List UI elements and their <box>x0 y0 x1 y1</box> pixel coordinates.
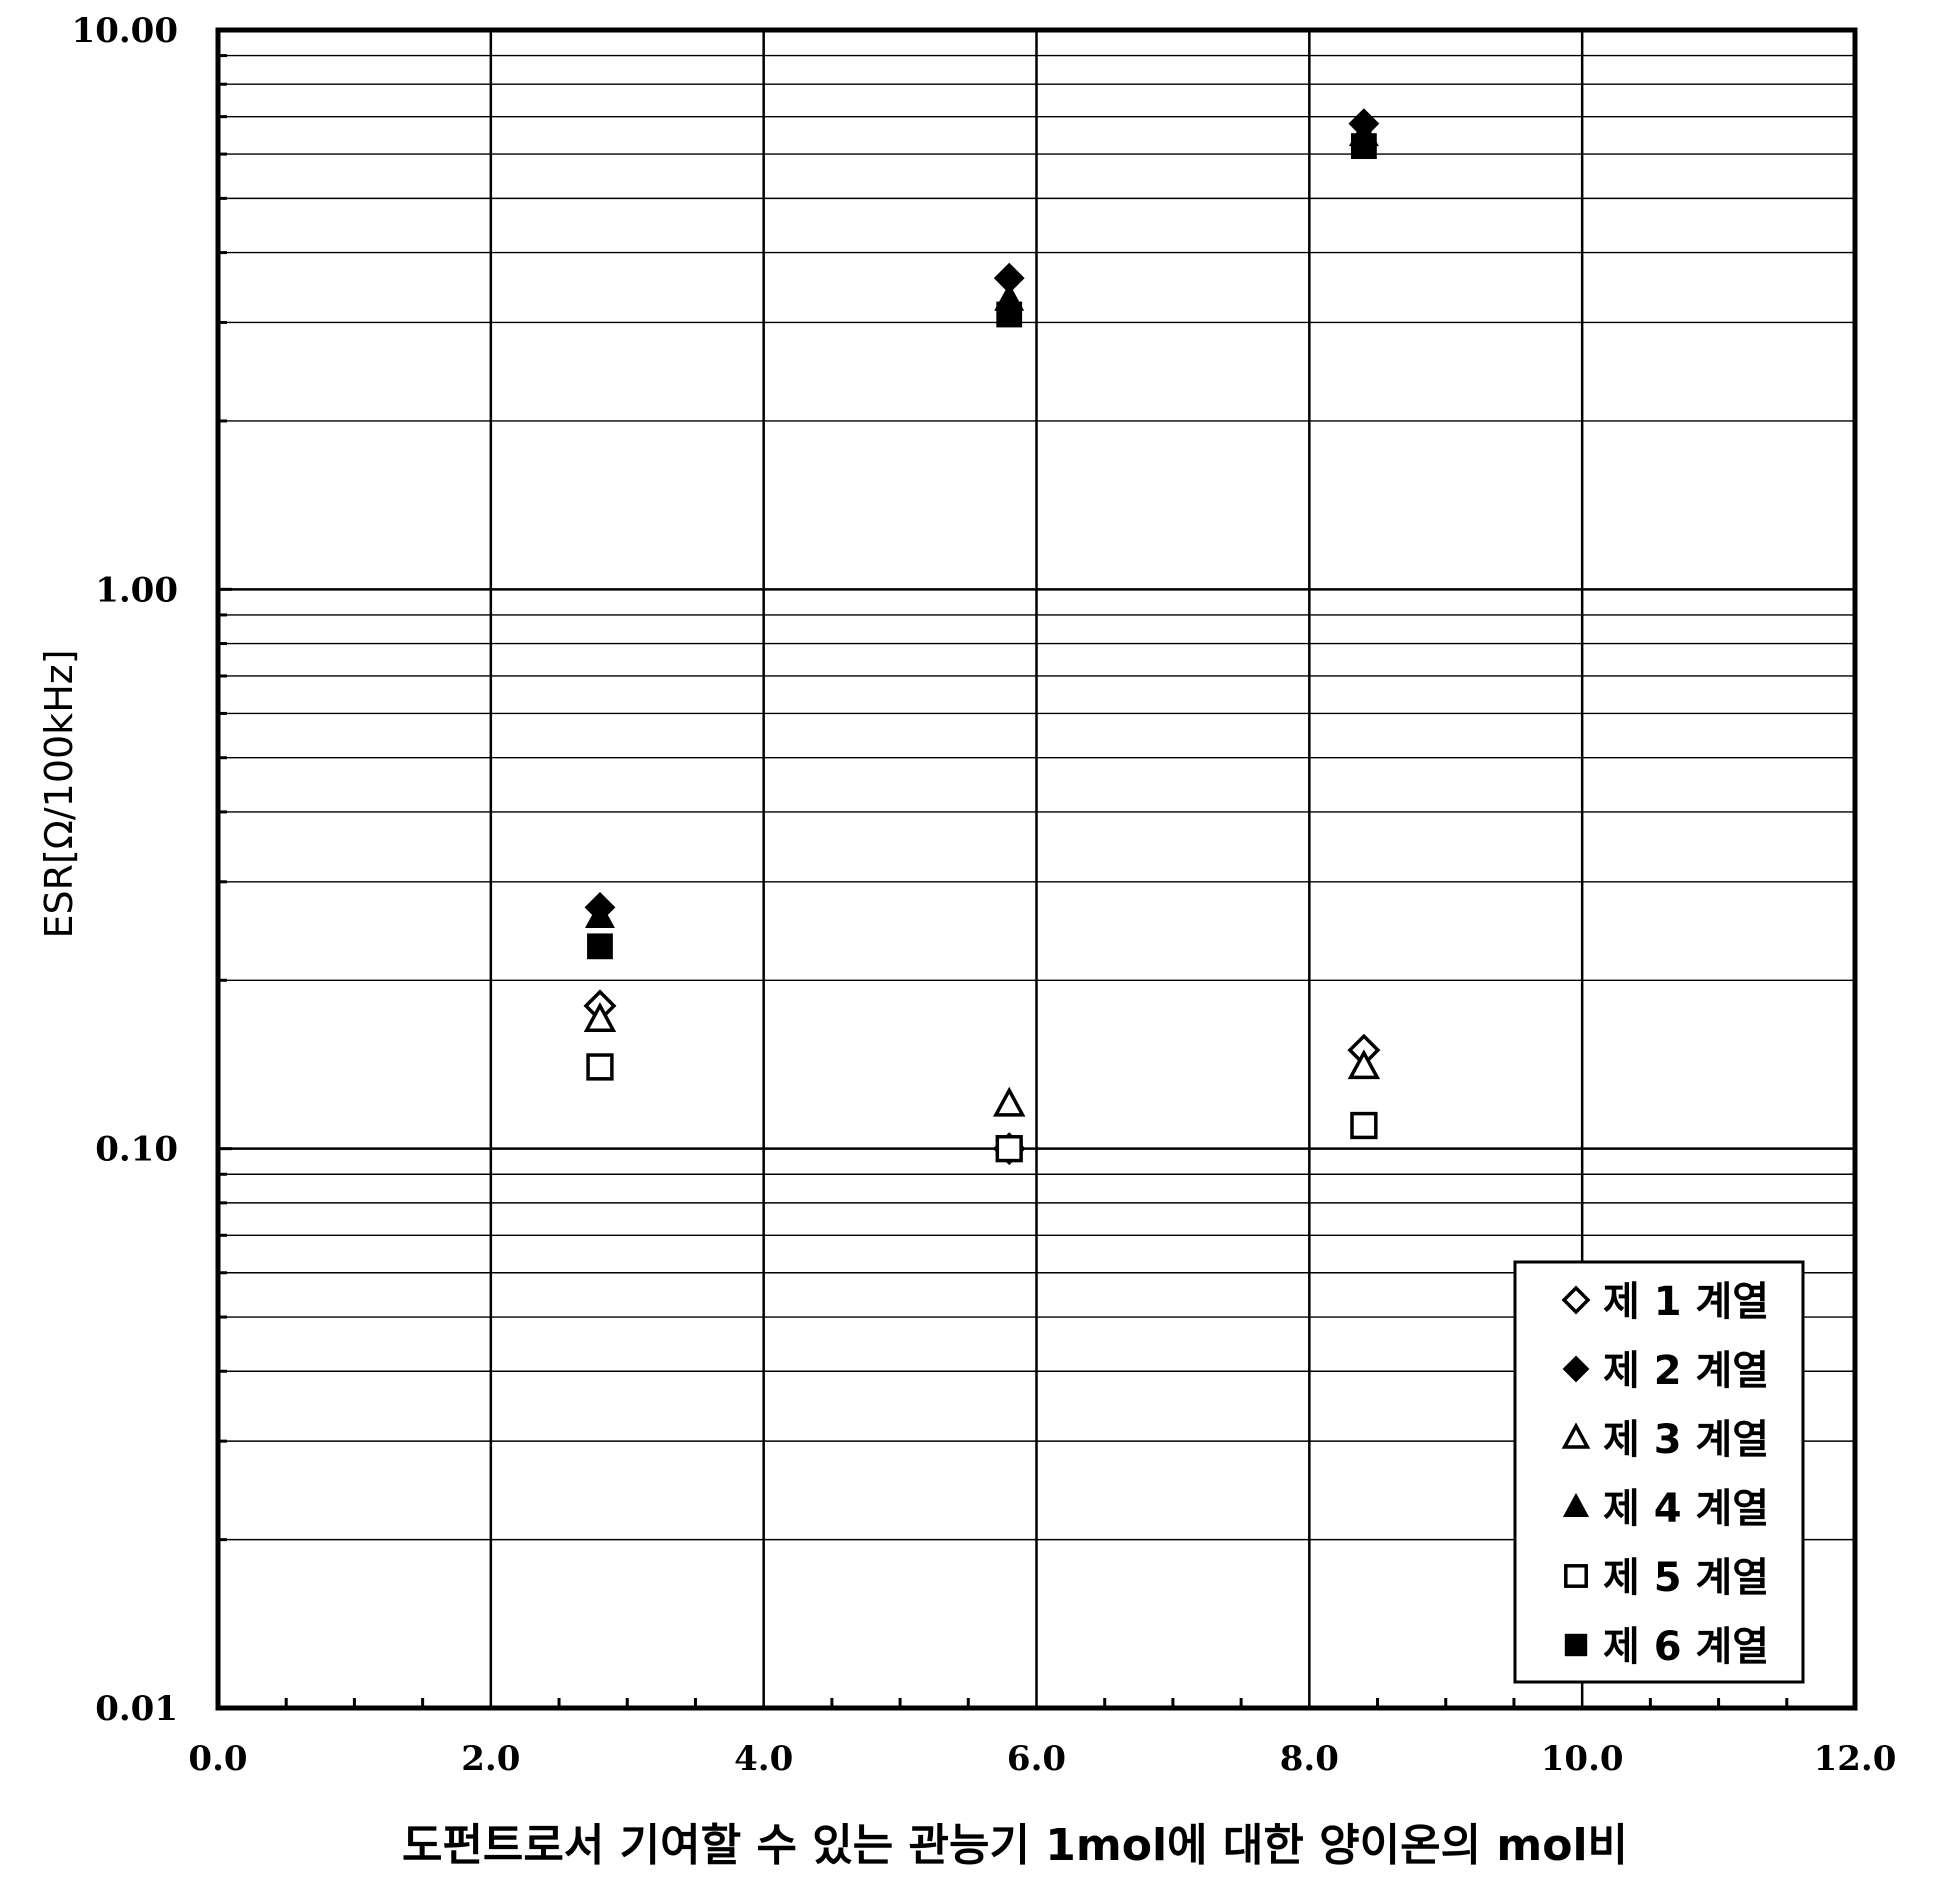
legend-marker <box>1564 1633 1588 1657</box>
x-tick-label: 4.0 <box>734 1739 793 1779</box>
x-tick-label: 8.0 <box>1280 1739 1339 1779</box>
y-tick-label: 0.10 <box>95 1130 178 1170</box>
data-point-series-6 <box>996 301 1023 328</box>
legend-label: 제 2 계열 <box>1603 1348 1769 1394</box>
data-point-series-6 <box>587 933 613 960</box>
legend-marker <box>1562 1492 1590 1517</box>
data-point-series-3 <box>583 1002 617 1033</box>
data-point-series-3 <box>1347 1049 1381 1080</box>
legend-marker <box>1562 1355 1590 1383</box>
legend-label: 제 5 계열 <box>1603 1555 1769 1601</box>
data-point-series-4 <box>584 900 615 929</box>
data-point-series-6 <box>1351 133 1377 160</box>
x-tick-label: 0.0 <box>188 1739 247 1779</box>
legend-label: 제 4 계열 <box>1603 1486 1769 1532</box>
legend-marker <box>1561 1422 1591 1449</box>
legend-marker <box>1564 1564 1588 1588</box>
legend-label: 제 6 계열 <box>1603 1624 1769 1670</box>
plot-frame <box>215 27 1858 1711</box>
y-axis-title: ESR[Ω/100kHz] <box>37 649 81 938</box>
legend: 제 1 계열제 2 계열제 3 계열제 4 계열제 5 계열제 6 계열 <box>1513 1260 1805 1684</box>
y-tick-label: 0.01 <box>95 1689 178 1729</box>
legend-marker <box>1561 1285 1591 1315</box>
legend-box <box>1513 1260 1805 1684</box>
x-tick-label: 6.0 <box>1007 1739 1066 1779</box>
y-tick-label: 1.00 <box>95 570 178 610</box>
x-tick-label: 12.0 <box>1814 1739 1897 1779</box>
y-tick-label: 10.00 <box>72 11 178 51</box>
legend-label: 제 3 계열 <box>1603 1417 1769 1463</box>
data-point-series-5 <box>1350 1111 1378 1140</box>
x-tick-label: 10.0 <box>1541 1739 1624 1779</box>
legend-label: 제 1 계열 <box>1603 1279 1769 1325</box>
data-point-series-5 <box>586 1053 614 1081</box>
x-tick-label: 2.0 <box>461 1739 520 1779</box>
x-axis-title: 도펀트로서 기여할 수 있는 관능기 1mol에 대한 양이온의 mol비 <box>402 1820 1628 1871</box>
data-point-series-5 <box>995 1135 1023 1163</box>
data-point-series-3 <box>992 1086 1026 1117</box>
data-points <box>583 108 1381 1166</box>
tick-labels: 0.0 2.0 4.0 6.0 8.0 10.0 12.0 0.01 0.10 1.00 10.00 <box>72 11 1897 1779</box>
